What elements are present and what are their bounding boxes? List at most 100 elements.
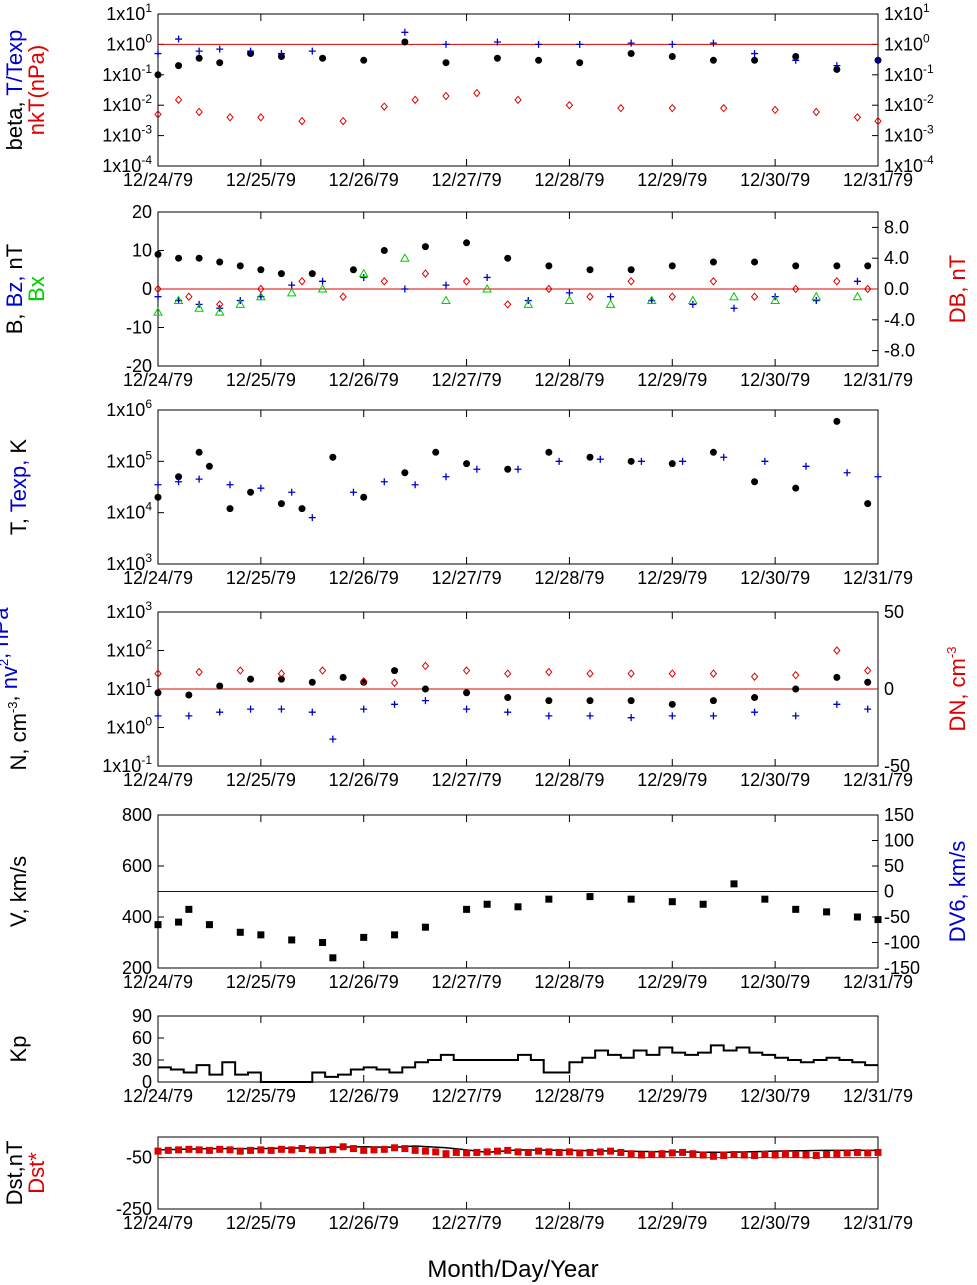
data-point bbox=[247, 675, 255, 683]
data-point bbox=[833, 646, 841, 655]
data-point bbox=[154, 921, 162, 929]
data-point bbox=[576, 1149, 584, 1157]
data-point bbox=[421, 923, 429, 931]
label-part: K bbox=[6, 439, 31, 454]
y-tick-label: 1x104 bbox=[106, 500, 152, 523]
data-point bbox=[545, 697, 553, 705]
x-tick-label: 12/24/79 bbox=[123, 1213, 193, 1233]
x-tick-label: 12/27/79 bbox=[432, 972, 502, 992]
data-point bbox=[751, 258, 759, 266]
x-tick-label: 12/26/79 bbox=[329, 770, 399, 790]
data-point bbox=[730, 1150, 738, 1158]
x-tick-label: 12/31/79 bbox=[843, 170, 913, 190]
panel-beta: 12/24/79 12/25/79 12/26/79 12/27/79 12/28/79… bbox=[2, 1, 934, 190]
data-point bbox=[864, 678, 872, 686]
data-point bbox=[308, 1146, 316, 1154]
data-point bbox=[360, 1146, 368, 1154]
y-tick-label: 1x10-4 bbox=[102, 153, 152, 176]
label-part: Dst* bbox=[24, 1152, 49, 1194]
series-line bbox=[158, 1044, 878, 1083]
data-point bbox=[812, 107, 820, 117]
data-point bbox=[329, 735, 337, 743]
data-point bbox=[216, 59, 224, 67]
right-tick-label: 1x10-2 bbox=[884, 92, 934, 115]
x-tick-label: 12/24/79 bbox=[123, 170, 193, 190]
exponent: -1 bbox=[923, 62, 934, 76]
data-point bbox=[627, 457, 635, 465]
data-point bbox=[514, 465, 522, 473]
panel-Kp: 12/24/79 12/25/79 12/26/79 12/27/79 12/28/79… bbox=[6, 1006, 913, 1106]
right-tick-label: 8.0 bbox=[884, 217, 909, 237]
data-point bbox=[401, 38, 409, 46]
data-point bbox=[267, 1146, 275, 1154]
data-point bbox=[391, 931, 399, 939]
data-point bbox=[175, 35, 183, 43]
y-axis-title: B, Bz, nT bbox=[2, 244, 27, 335]
data-point bbox=[463, 239, 471, 247]
data-point bbox=[545, 262, 553, 270]
x-tick-label: 12/29/79 bbox=[637, 370, 707, 390]
data-point bbox=[823, 908, 831, 916]
data-point bbox=[442, 91, 450, 101]
data-point bbox=[247, 488, 255, 496]
data-point bbox=[545, 448, 553, 456]
data-point bbox=[750, 672, 759, 681]
y-axis-title-2: nkT(nPa) bbox=[24, 45, 49, 135]
data-point bbox=[535, 56, 543, 64]
exponent: -1 bbox=[141, 62, 152, 76]
data-point bbox=[432, 1148, 440, 1156]
data-point bbox=[308, 678, 316, 686]
y-axis-title: N, cm-3, nv2, nPa bbox=[0, 607, 31, 771]
y-tick-label: 10 bbox=[132, 241, 152, 261]
x-tick-label: 12/30/79 bbox=[740, 770, 810, 790]
y-tick-label: 1x102 bbox=[106, 638, 152, 661]
data-point bbox=[308, 47, 316, 55]
data-point bbox=[391, 700, 399, 708]
data-point bbox=[360, 56, 368, 64]
data-point bbox=[720, 103, 728, 113]
x-tick-label: 12/29/79 bbox=[637, 568, 707, 588]
data-point bbox=[154, 110, 162, 119]
data-point bbox=[463, 705, 471, 713]
x-tick-label: 12/28/79 bbox=[534, 1213, 604, 1233]
data-point bbox=[442, 281, 450, 289]
data-point bbox=[874, 1148, 882, 1156]
data-point bbox=[216, 682, 224, 690]
plot-frame bbox=[157, 13, 879, 167]
data-point bbox=[277, 705, 285, 713]
right-tick-label: 50 bbox=[884, 602, 904, 622]
data-point bbox=[668, 460, 676, 468]
data-point bbox=[576, 59, 584, 67]
data-point bbox=[236, 666, 244, 675]
data-point bbox=[740, 1151, 748, 1159]
data-point bbox=[473, 1148, 481, 1156]
data-point bbox=[195, 1146, 203, 1154]
panel-V: 12/24/79 12/25/79 12/26/79 12/27/79 12/28/79… bbox=[6, 805, 970, 992]
data-point bbox=[339, 1143, 347, 1151]
exponent: 0 bbox=[145, 31, 152, 45]
exponent: 5 bbox=[145, 448, 152, 462]
data-point bbox=[154, 712, 162, 720]
data-point bbox=[462, 666, 471, 675]
label-part: Dst,nT bbox=[2, 1141, 27, 1206]
data-point bbox=[864, 666, 872, 675]
data-point bbox=[833, 62, 841, 70]
y-axis-title: V, km/s bbox=[6, 856, 31, 927]
x-tick-label: 12/26/79 bbox=[329, 568, 399, 588]
x-tick-label: 12/25/79 bbox=[226, 370, 296, 390]
data-point bbox=[802, 462, 810, 470]
data-point bbox=[627, 669, 635, 678]
data-point bbox=[318, 666, 327, 675]
y-axis-title: beta, T/Texp bbox=[2, 30, 27, 151]
data-point bbox=[226, 1146, 234, 1154]
data-point bbox=[709, 448, 717, 456]
data-point bbox=[668, 898, 676, 906]
data-point bbox=[277, 270, 285, 278]
data-point bbox=[864, 500, 872, 508]
x-tick-label: 12/31/79 bbox=[843, 972, 913, 992]
x-tick-label: 12/28/79 bbox=[534, 1086, 604, 1106]
data-point bbox=[255, 291, 266, 301]
data-point bbox=[864, 1149, 872, 1157]
panel-N: 12/24/79 12/25/79 12/26/79 12/27/79 12/28/79… bbox=[0, 599, 970, 790]
data-point bbox=[463, 460, 471, 468]
